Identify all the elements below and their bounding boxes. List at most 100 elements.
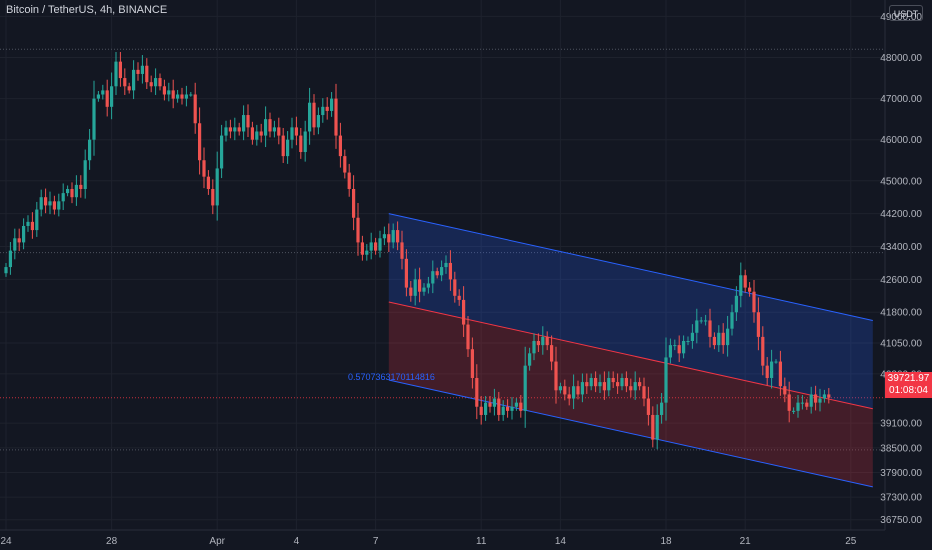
candle <box>792 407 796 414</box>
price-tick-label: 49000.00 <box>880 12 922 23</box>
candle-body <box>620 377 624 387</box>
candle <box>96 91 100 102</box>
candle <box>224 120 228 142</box>
candle-body <box>167 90 171 95</box>
candle <box>651 406 655 448</box>
candle-body <box>682 341 686 354</box>
candle <box>61 183 65 211</box>
candle <box>286 131 290 164</box>
parallel-channel[interactable] <box>388 213 873 488</box>
candle-body <box>206 176 210 189</box>
candle-body <box>369 242 373 251</box>
last-price-value: 39721.97 <box>887 373 930 384</box>
candle-body <box>101 90 105 95</box>
candle-body <box>814 394 818 403</box>
candle <box>30 212 34 239</box>
candle <box>655 404 659 450</box>
candle <box>457 289 461 306</box>
price-tick-label: 47000.00 <box>880 94 922 105</box>
candle-body <box>347 172 351 189</box>
candle <box>708 308 712 348</box>
candle-body <box>488 402 492 407</box>
candle-body <box>30 221 34 231</box>
candle-body <box>479 406 483 415</box>
currency-badge[interactable]: USDT <box>889 5 923 21</box>
candle <box>497 391 501 421</box>
candle <box>374 237 378 255</box>
candle <box>202 147 206 189</box>
time-tick-label: 28 <box>106 536 118 547</box>
candle-body <box>356 217 360 243</box>
candle-body <box>629 386 633 391</box>
candle-body <box>325 106 329 111</box>
candle-body <box>444 262 448 268</box>
candle <box>550 335 554 371</box>
symbol-title[interactable]: Bitcoin / TetherUS, 4h, BINANCE <box>6 4 168 16</box>
candle <box>488 396 492 413</box>
time-axis[interactable]: 24 28 Apr 4 7 11 14 18 21 25 <box>0 536 856 547</box>
candle-body <box>255 131 259 140</box>
price-axis[interactable]: 49000.00 48000.00 47000.00 46000.00 45000.00… <box>880 12 922 526</box>
candle-body <box>228 127 232 132</box>
candle <box>110 72 114 120</box>
dotted-levels <box>0 48 885 451</box>
candle <box>66 185 70 197</box>
candle-body <box>642 386 646 399</box>
candle-body <box>123 78 127 87</box>
candle <box>576 380 580 400</box>
candle-body <box>39 197 43 210</box>
candle-body <box>778 361 782 387</box>
candle <box>730 304 734 336</box>
candle <box>184 85 188 107</box>
candle <box>158 73 162 91</box>
candle-body <box>818 398 822 403</box>
time-tick-label: 7 <box>373 536 379 547</box>
candle <box>646 386 650 426</box>
candle-body <box>787 394 791 411</box>
candle <box>198 107 202 175</box>
candle-body <box>171 90 175 99</box>
candle-body <box>334 98 338 136</box>
candle-body <box>466 324 470 350</box>
candle <box>528 347 532 371</box>
candle-body <box>536 341 540 346</box>
candle <box>796 395 800 418</box>
candle <box>532 333 536 361</box>
candle <box>558 382 562 394</box>
candle <box>492 388 496 416</box>
candle <box>343 149 347 179</box>
candle-body <box>796 402 800 411</box>
candle-body <box>541 336 545 346</box>
candle-body <box>783 386 787 395</box>
candle-body <box>8 250 12 268</box>
candle <box>554 346 558 404</box>
candle <box>431 260 435 294</box>
candle-body <box>695 320 699 333</box>
candle <box>567 386 571 406</box>
candle <box>690 324 694 349</box>
candle-body <box>224 127 228 136</box>
candle <box>523 346 527 428</box>
candle <box>545 331 549 351</box>
candle-body <box>233 127 237 132</box>
candle-body <box>576 386 580 395</box>
channel-mid-line <box>388 301 873 410</box>
candle <box>805 399 809 410</box>
candle-body <box>528 353 532 366</box>
candle <box>809 386 813 414</box>
candle-body <box>497 398 501 415</box>
candle <box>440 260 444 282</box>
candle <box>360 235 364 261</box>
candle <box>57 193 61 217</box>
candle-body <box>712 336 716 346</box>
candle <box>8 241 12 275</box>
candle <box>541 326 545 355</box>
candle <box>435 267 439 279</box>
candle <box>765 357 769 386</box>
candle <box>717 325 721 352</box>
candle-body <box>352 188 356 218</box>
candle <box>180 87 184 105</box>
candle-body <box>215 168 219 206</box>
price-tick-label: 39100.00 <box>880 419 922 430</box>
